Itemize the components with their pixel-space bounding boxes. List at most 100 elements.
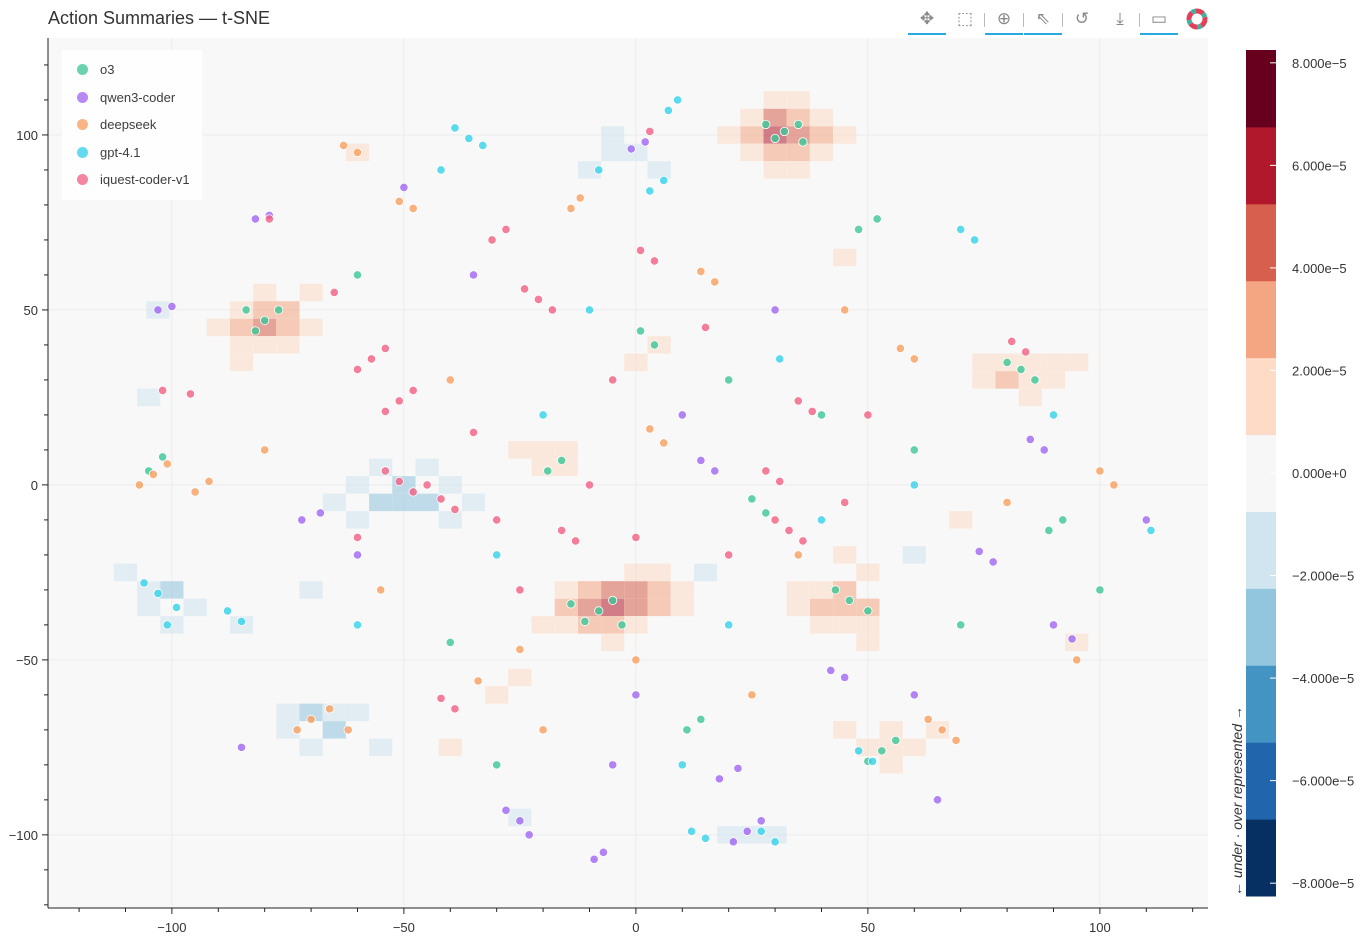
data-point[interactable] (867, 756, 878, 766)
data-point[interactable] (756, 816, 766, 826)
data-point[interactable] (747, 690, 757, 700)
data-point[interactable] (770, 133, 780, 144)
data-point[interactable] (162, 620, 172, 630)
data-point[interactable] (366, 354, 377, 364)
data-point[interactable] (519, 284, 530, 294)
data-point[interactable] (1044, 525, 1054, 535)
data-point[interactable] (696, 455, 706, 466)
data-point[interactable] (436, 494, 446, 504)
data-point[interactable] (487, 235, 497, 245)
data-point[interactable] (840, 672, 850, 682)
data-point[interactable] (547, 305, 557, 315)
data-point[interactable] (793, 119, 803, 130)
data-point[interactable] (450, 504, 460, 514)
data-point[interactable] (747, 494, 757, 504)
data-point[interactable] (724, 620, 734, 630)
data-point[interactable] (139, 578, 149, 588)
data-point[interactable] (492, 550, 502, 560)
data-point[interactable] (190, 487, 200, 497)
data-point[interactable] (167, 301, 177, 312)
data-point[interactable] (645, 126, 655, 137)
data-point[interactable] (594, 606, 604, 616)
data-point[interactable] (478, 140, 488, 151)
data-point[interactable] (659, 438, 669, 448)
data-point[interactable] (204, 476, 214, 486)
data-point[interactable] (274, 305, 284, 315)
data-point[interactable] (445, 375, 455, 385)
data-point[interactable] (408, 487, 418, 497)
data-point[interactable] (306, 714, 316, 724)
hover-tool[interactable]: ▭ (1140, 5, 1178, 35)
data-point[interactable] (640, 137, 650, 147)
data-point[interactable] (608, 595, 618, 605)
data-point[interactable] (682, 725, 692, 735)
data-point[interactable] (1039, 445, 1049, 455)
data-point[interactable] (951, 735, 961, 745)
reset-tool[interactable]: ↺ (1063, 5, 1101, 35)
data-point[interactable] (956, 224, 966, 235)
data-point[interactable] (700, 833, 711, 843)
data-point[interactable] (645, 186, 655, 196)
data-point[interactable] (524, 830, 534, 840)
data-point[interactable] (338, 140, 349, 151)
data-point[interactable] (891, 735, 901, 745)
data-point[interactable] (608, 760, 618, 770)
data-point[interactable] (422, 480, 432, 490)
data-point[interactable] (594, 165, 604, 175)
data-point[interactable] (793, 396, 803, 406)
data-point[interactable] (343, 725, 353, 735)
data-point[interactable] (909, 445, 919, 455)
data-point[interactable] (937, 725, 947, 735)
data-point[interactable] (635, 245, 646, 256)
tap-tool[interactable]: ⇖ (1024, 5, 1062, 35)
data-point[interactable] (1067, 634, 1077, 644)
data-point[interactable] (677, 410, 687, 420)
data-point[interactable] (673, 95, 683, 105)
data-point[interactable] (854, 746, 864, 756)
data-point[interactable] (714, 774, 725, 784)
data-point[interactable] (501, 224, 511, 235)
data-point[interactable] (153, 305, 163, 315)
data-point[interactable] (352, 270, 363, 280)
data-point[interactable] (733, 763, 743, 773)
data-point[interactable] (608, 375, 618, 385)
data-point[interactable] (840, 305, 850, 315)
data-point[interactable] (761, 119, 771, 130)
data-point[interactable] (260, 315, 270, 326)
data-point[interactable] (649, 340, 660, 350)
data-point[interactable] (863, 606, 873, 616)
data-point[interactable] (909, 690, 919, 700)
data-point[interactable] (464, 133, 474, 144)
data-point[interactable] (436, 165, 446, 175)
data-point[interactable] (1021, 347, 1031, 357)
data-point[interactable] (538, 725, 548, 735)
data-point[interactable] (450, 704, 460, 714)
data-point[interactable] (700, 322, 711, 333)
data-point[interactable] (631, 532, 641, 542)
data-point[interactable] (988, 557, 998, 567)
data-point[interactable] (171, 602, 182, 612)
data-point[interactable] (566, 203, 576, 214)
data-point[interactable] (872, 214, 882, 224)
data-point[interactable] (580, 616, 590, 626)
data-point[interactable] (649, 256, 660, 266)
data-point[interactable] (473, 676, 483, 686)
data-point[interactable] (260, 445, 270, 455)
data-point[interactable] (710, 277, 720, 287)
legend-item-deepseek[interactable]: deepseek (62, 111, 202, 139)
data-point[interactable] (158, 452, 168, 462)
data-point[interactable] (1095, 466, 1105, 476)
data-point[interactable] (798, 536, 808, 546)
data-point[interactable] (408, 385, 418, 396)
data-point[interactable] (1058, 515, 1068, 525)
data-point[interactable] (1109, 480, 1119, 490)
data-point[interactable] (399, 182, 409, 193)
data-point[interactable] (617, 620, 627, 630)
legend-item-iquest-coder-v1[interactable]: iquest-coder-v1 (62, 166, 202, 194)
data-point[interactable] (631, 690, 641, 700)
data-point[interactable] (807, 406, 817, 417)
data-point[interactable] (663, 105, 673, 116)
data-point[interactable] (970, 235, 980, 245)
data-point[interactable] (352, 532, 363, 542)
data-point[interactable] (394, 196, 404, 207)
